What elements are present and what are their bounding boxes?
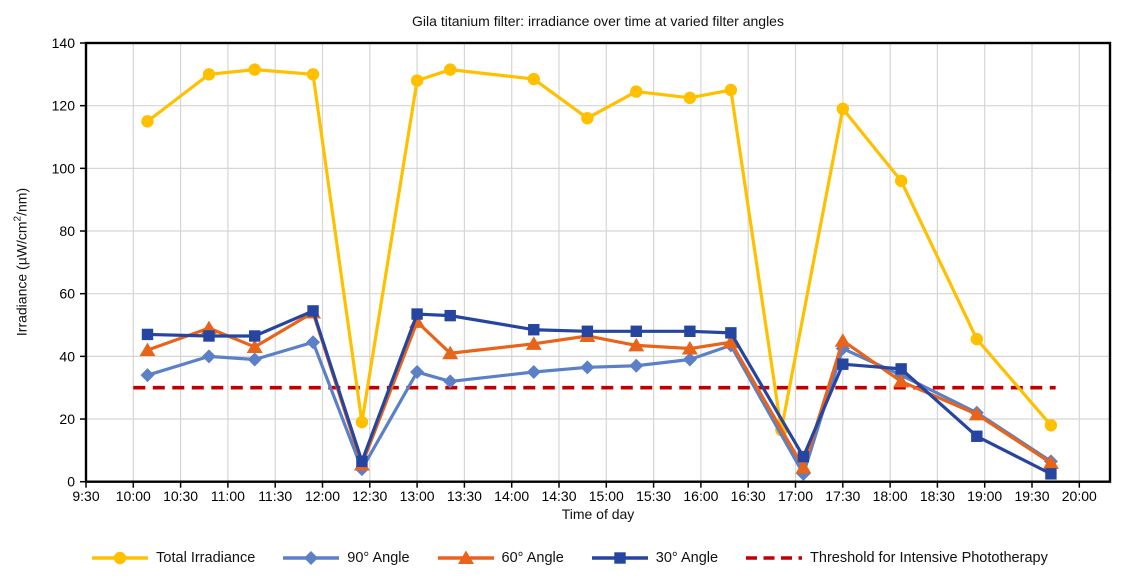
x-tick-label: 10:00	[116, 488, 151, 504]
series-total-irradiance	[141, 63, 1058, 437]
x-tick-label: 18:00	[873, 488, 908, 504]
legend-item-threshold-for-intensive-phototherapy: Threshold for Intensive Phototherapy	[745, 549, 1048, 567]
x-tick-label: 15:00	[589, 488, 624, 504]
x-tick-label: 15:30	[636, 488, 671, 504]
x-tick-label: 13:00	[400, 488, 435, 504]
x-tick-label: 19:00	[967, 488, 1002, 504]
x-tick-label: 13:30	[447, 488, 482, 504]
legend-marker-diamond-icon	[283, 551, 340, 565]
legend-label: Threshold for Intensive Phototherapy	[810, 550, 1048, 566]
legend: Total Irradiance 90° Angle 60° Angle 30° An…	[0, 549, 1139, 567]
x-tick-label: 17:00	[778, 488, 813, 504]
chart-title: Gila titanium filter: irradiance over ti…	[412, 13, 784, 29]
x-tick-label: 19:30	[1014, 488, 1049, 504]
legend-item-total-irradiance: Total Irradiance	[91, 549, 255, 567]
x-tick-label: 18:30	[920, 488, 955, 504]
x-tick-labels: 9:30 10:00 10:30 11:00 11:30 12:00 12:30 13:00 1…	[72, 488, 1097, 504]
y-tick-label: 100	[52, 160, 76, 176]
x-tick-label: 17:30	[825, 488, 860, 504]
legend-label: 60° Angle	[501, 550, 564, 566]
x-tick-label: 20:00	[1062, 488, 1097, 504]
legend-item-90-angle: 90° Angle	[282, 549, 410, 567]
series-line-90-angle	[145, 340, 1053, 476]
x-tick-label: 11:30	[258, 488, 292, 504]
y-tick-label: 0	[67, 474, 75, 490]
x-tick-label: 12:30	[352, 488, 387, 504]
y-tick-label: 60	[59, 286, 75, 302]
series-line-total-irradiance	[145, 68, 1053, 432]
series-markers-30-angle	[141, 305, 1057, 480]
legend-item-30-angle: 30° Angle	[591, 549, 718, 567]
x-tick-label: 16:30	[731, 488, 766, 504]
plot-border	[84, 41, 1112, 483]
series-line-30-angle	[145, 309, 1053, 476]
x-tick-label: 11:00	[211, 488, 245, 504]
series-markers-total-irradiance	[141, 63, 1058, 437]
legend-label: 30° Angle	[655, 550, 719, 566]
x-tick-label: 16:00	[683, 488, 718, 504]
legend-marker-none-icon	[746, 556, 803, 560]
legend-marker-triangle-icon	[437, 550, 494, 564]
y-tick-label: 20	[59, 411, 75, 427]
x-axis-title: Time of day	[561, 506, 635, 522]
plot-area: 9:30 10:00 10:30 11:00 11:30 12:00 12:30 13:00 1…	[52, 35, 1112, 504]
legend-item-60-angle: 60° Angle	[437, 549, 564, 567]
axis-ticks	[80, 42, 1081, 488]
y-tick-labels: 0 20 40 60 80 100 120 140	[52, 35, 76, 490]
y-tick-label: 140	[52, 35, 76, 51]
x-tick-label: 14:30	[541, 488, 576, 504]
y-tick-label: 40	[59, 348, 75, 364]
x-tick-label: 12:00	[305, 488, 340, 504]
series-markers-90-angle	[140, 335, 1058, 481]
y-tick-label: 80	[59, 223, 75, 239]
series-line-60-angle	[145, 310, 1053, 470]
x-tick-label: 9:30	[72, 488, 99, 504]
gridlines	[85, 42, 1110, 483]
y-tick-label: 120	[52, 98, 76, 114]
legend-label: 90° Angle	[347, 550, 410, 566]
series-30-angle	[141, 305, 1057, 480]
legend-marker-square-icon	[591, 552, 648, 564]
x-tick-label: 14:00	[494, 488, 529, 504]
legend-label: Total Irradiance	[156, 550, 256, 566]
x-tick-label: 10:30	[163, 488, 198, 504]
series-90-angle	[140, 335, 1058, 481]
legend-marker-circle-icon	[92, 551, 149, 565]
